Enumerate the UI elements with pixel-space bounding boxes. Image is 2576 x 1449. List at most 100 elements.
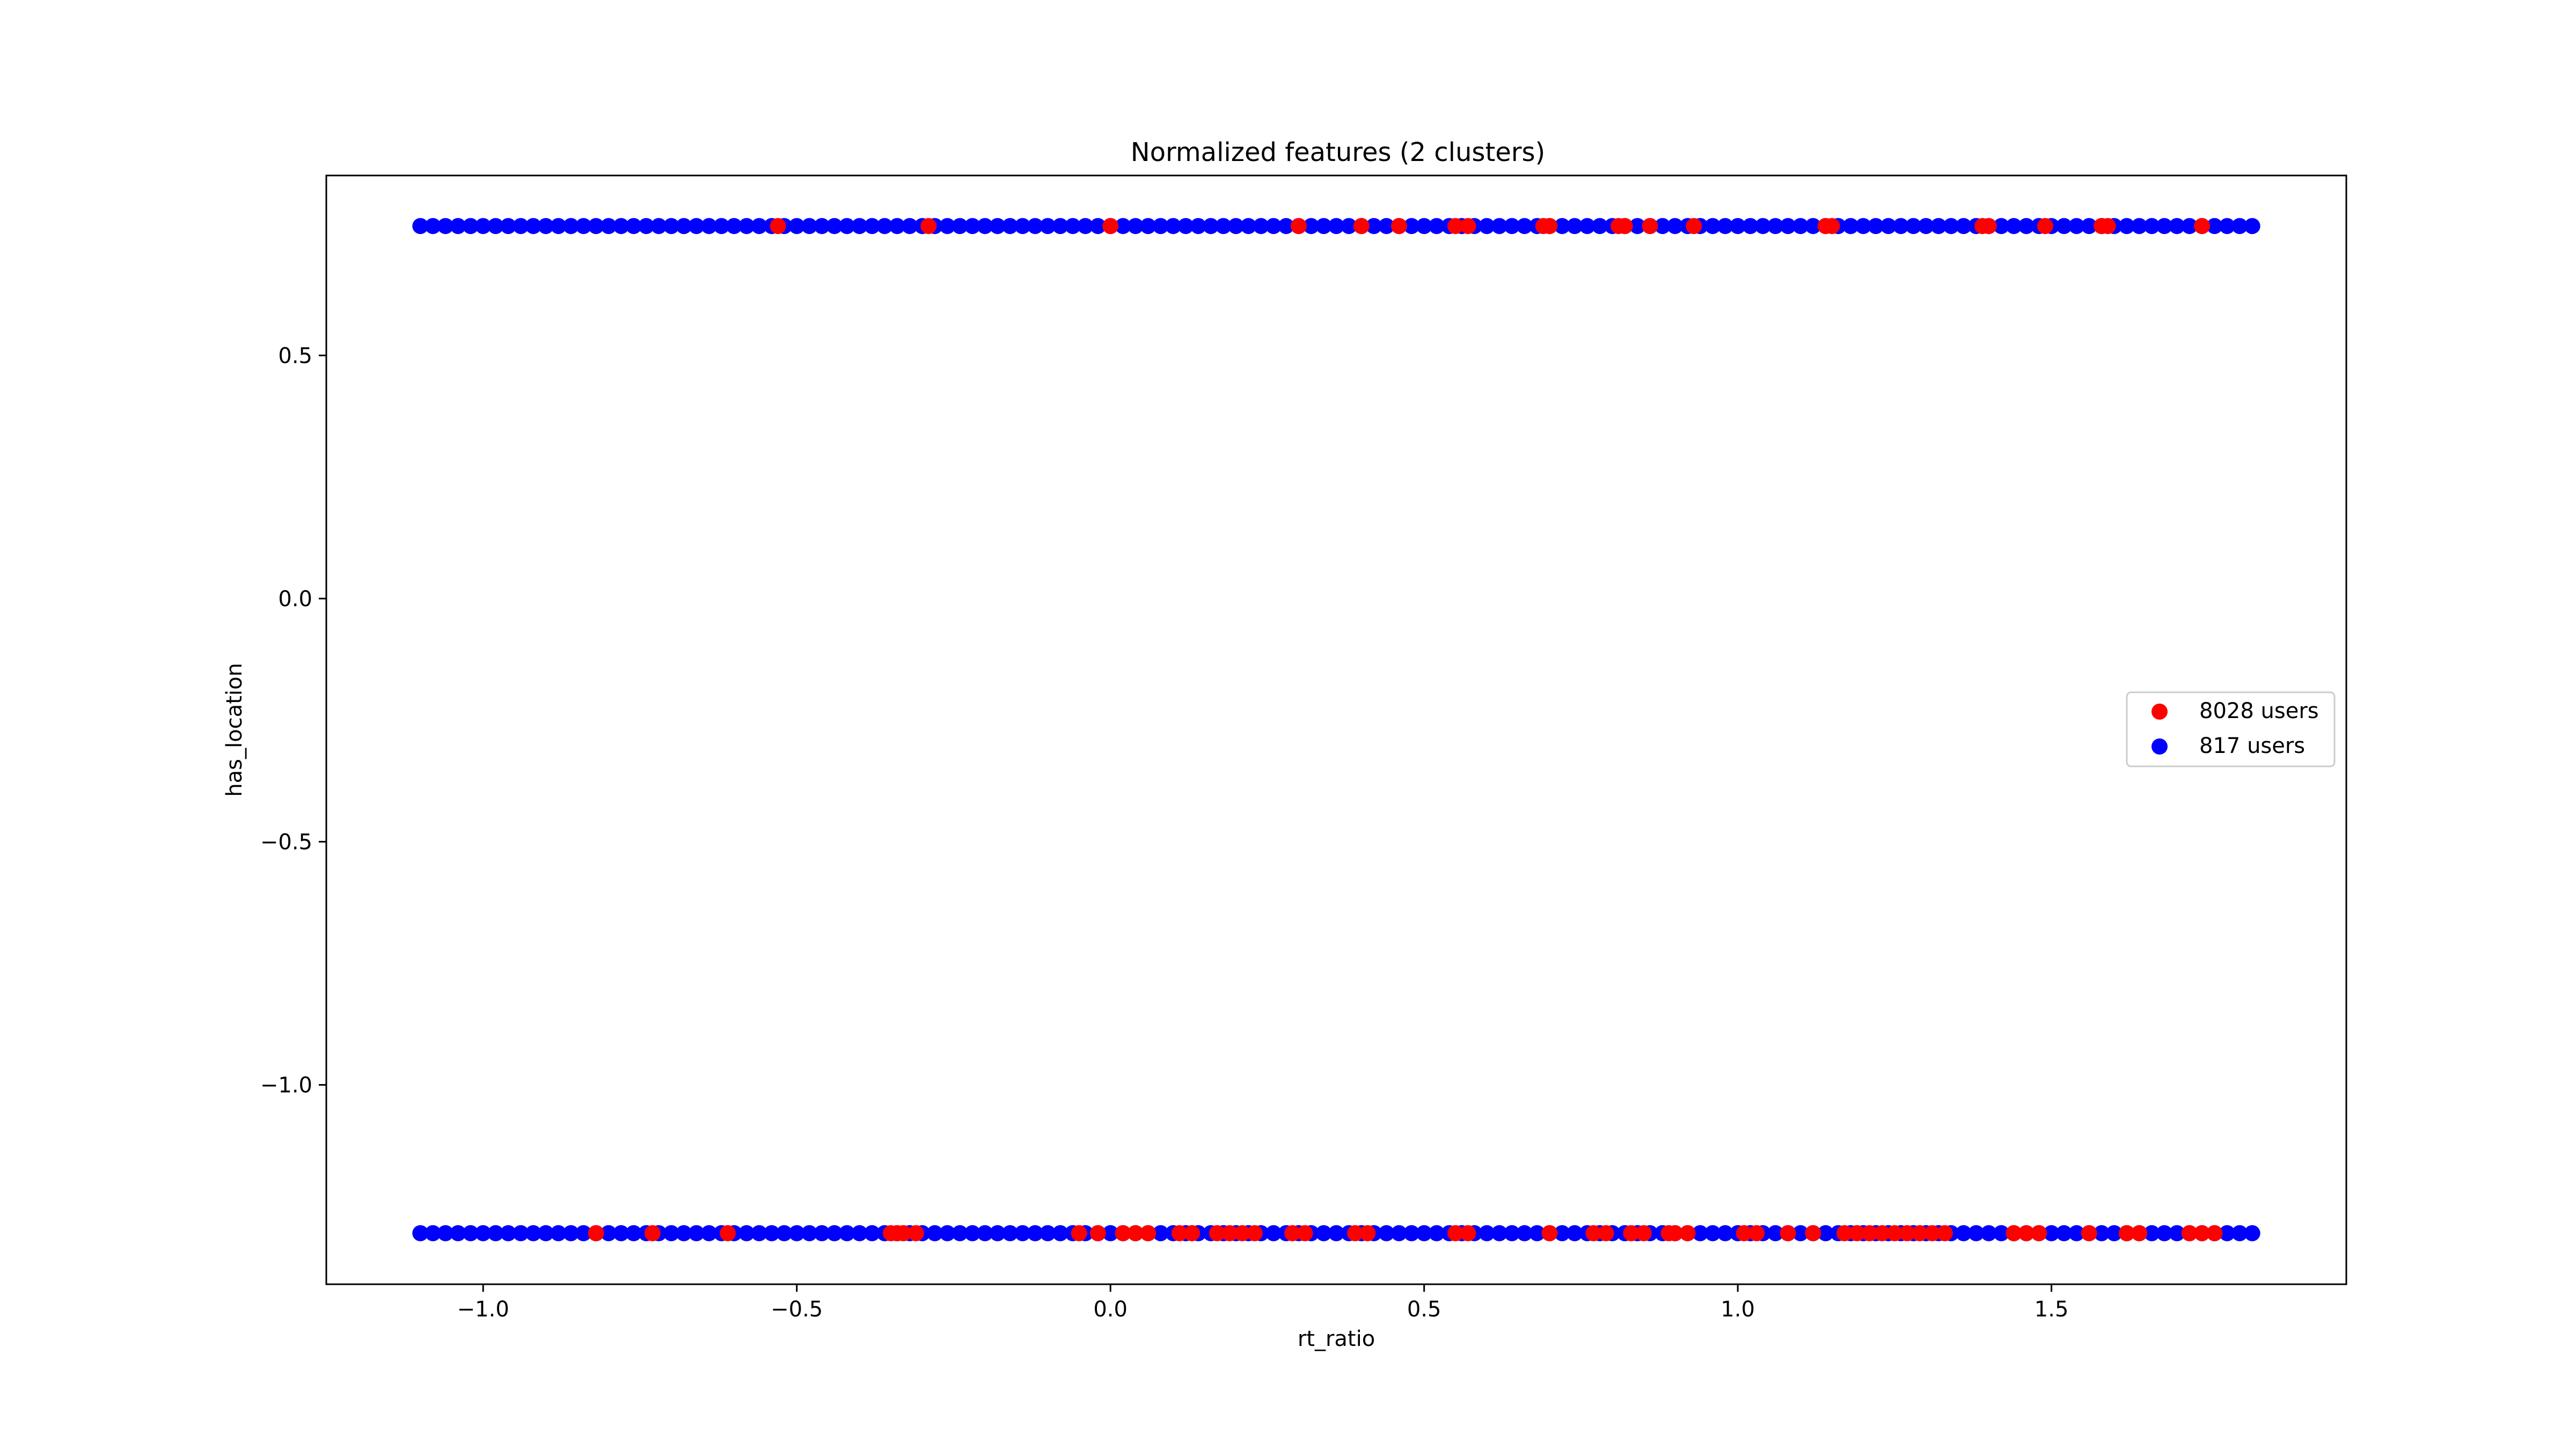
point-blue [1704, 218, 1721, 235]
point-blue [1328, 218, 1344, 235]
point-blue [952, 218, 968, 235]
point-blue [2068, 218, 2085, 235]
point-blue [1855, 218, 1871, 235]
point-blue [788, 218, 805, 235]
point-blue [1190, 218, 1206, 235]
point-blue [2056, 218, 2072, 235]
point-blue [663, 1225, 679, 1241]
point-red [1686, 218, 1702, 235]
point-red [1748, 1225, 1765, 1241]
point-red [1247, 1225, 1263, 1241]
point-red [1140, 1225, 1157, 1241]
point-red [1616, 218, 1633, 235]
point-blue [2143, 218, 2160, 235]
point-red [2206, 1225, 2223, 1241]
point-blue [412, 218, 429, 235]
point-blue [1504, 218, 1520, 235]
point-red [1221, 1225, 1238, 1241]
point-blue [513, 1225, 529, 1241]
point-blue [450, 1225, 466, 1241]
point-red [1886, 1225, 1903, 1241]
point-blue [487, 218, 504, 235]
point-blue [964, 218, 980, 235]
point-blue [1403, 218, 1420, 235]
point-blue [876, 218, 893, 235]
point-blue [2231, 1225, 2248, 1241]
legend-label-blue: 817 users [2199, 734, 2305, 758]
point-blue [839, 218, 855, 235]
point-blue [1027, 1225, 1043, 1241]
point-blue [1943, 218, 1959, 235]
point-blue [2106, 1225, 2123, 1241]
point-blue [1629, 218, 1646, 235]
point-blue [638, 218, 655, 235]
point-blue [437, 218, 454, 235]
point-blue [1592, 218, 1608, 235]
point-blue [1152, 1225, 1169, 1241]
point-red [1209, 1225, 1225, 1241]
point-red [2099, 218, 2116, 235]
point-red [2018, 1225, 2035, 1241]
point-red [1234, 1225, 1250, 1241]
point-red [2131, 1225, 2148, 1241]
point-red [1184, 1225, 1201, 1241]
point-blue [713, 218, 730, 235]
point-blue [1792, 1225, 1809, 1241]
point-blue [738, 218, 755, 235]
point-red [1874, 1225, 1890, 1241]
point-red [2118, 1225, 2135, 1241]
point-red [1623, 1225, 1640, 1241]
point-red [2006, 1225, 2022, 1241]
y-tick-label: −0.5 [260, 830, 312, 854]
point-red [2081, 1225, 2097, 1241]
point-blue [801, 218, 818, 235]
point-blue [2156, 218, 2172, 235]
point-blue [500, 1225, 516, 1241]
point-blue [450, 218, 466, 235]
point-blue [1579, 218, 1596, 235]
x-tick-label: 0.0 [1093, 1297, 1128, 1322]
legend: 8028 users 817 users [2126, 691, 2336, 767]
point-blue [1905, 218, 1922, 235]
point-blue [513, 218, 529, 235]
point-blue [412, 1225, 429, 1241]
point-red [1541, 218, 1558, 235]
point-red [1115, 1225, 1131, 1241]
point-red [1912, 1225, 1928, 1241]
point-blue [1567, 218, 1583, 235]
point-blue [2169, 218, 2185, 235]
point-blue [475, 218, 492, 235]
point-blue [1341, 218, 1357, 235]
point-red [1089, 1225, 1106, 1241]
point-blue [462, 1225, 479, 1241]
point-blue [1868, 218, 1884, 235]
point-red [1679, 1225, 1696, 1241]
point-blue [1667, 218, 1684, 235]
point-blue [2206, 218, 2223, 235]
point-blue [1880, 218, 1897, 235]
point-blue [814, 218, 830, 235]
point-blue [2018, 218, 2035, 235]
point-blue [1215, 218, 1232, 235]
point-blue [1780, 218, 1796, 235]
point-blue [1403, 1225, 1420, 1241]
point-blue [1027, 218, 1043, 235]
point-blue [826, 1225, 843, 1241]
point-red [895, 1225, 912, 1241]
point-blue [1040, 1225, 1056, 1241]
point-red [1353, 218, 1370, 235]
point-blue [989, 218, 1006, 235]
point-blue [613, 218, 630, 235]
point-blue [2068, 1225, 2085, 1241]
point-blue [2181, 218, 2198, 235]
point-blue [864, 218, 880, 235]
point-blue [588, 218, 604, 235]
point-red [1359, 1225, 1376, 1241]
point-blue [2006, 218, 2022, 235]
point-blue [926, 1225, 943, 1241]
point-blue [1993, 1225, 2010, 1241]
point-blue [676, 1225, 692, 1241]
point-red [1836, 1225, 1853, 1241]
point-blue [776, 1225, 793, 1241]
x-tick-label: 1.0 [1721, 1297, 1755, 1322]
